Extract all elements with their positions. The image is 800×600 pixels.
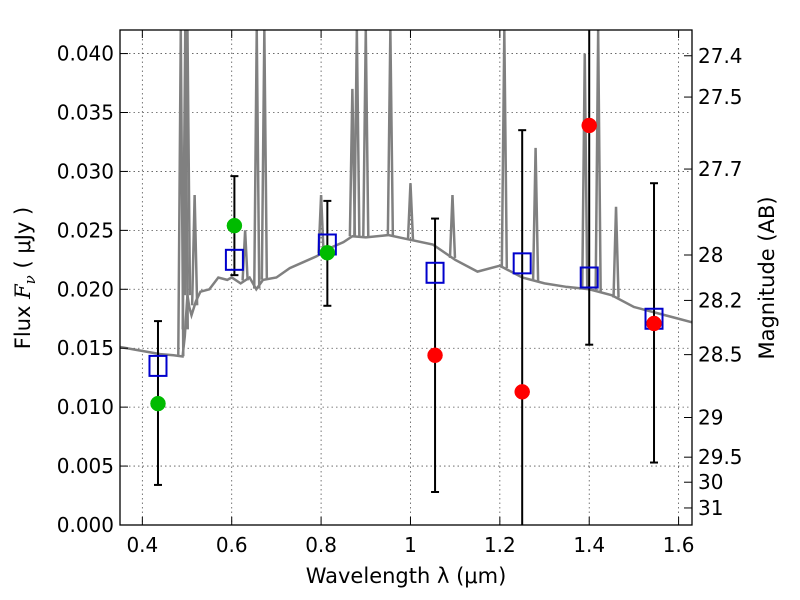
emission-line: [612, 206, 620, 298]
y2-tick-label: 28: [698, 243, 723, 267]
filled-circle-marker: [319, 245, 336, 261]
y-axis-label-prefix: Flux: [11, 299, 35, 349]
y-tick-label: 0.035: [57, 101, 114, 125]
filled-circle-marker: [150, 395, 166, 412]
y-tick-label: 0.040: [57, 42, 114, 66]
filled-circle-marker: [581, 117, 597, 134]
x-tick-label: 1: [404, 533, 417, 557]
emission-line: [448, 194, 457, 259]
emission-line: [406, 183, 415, 240]
open-square-marker: [224, 248, 244, 271]
y-tick-label: 0.000: [57, 513, 114, 537]
x-tick-label: 1.2: [484, 533, 516, 557]
y-tick-label: 0.010: [57, 395, 114, 419]
open-square-marker: [425, 261, 445, 284]
y-tick-label: 0.025: [57, 218, 114, 242]
y-tick-label: 0.015: [57, 336, 114, 360]
y2-tick-label: 27.7: [698, 157, 743, 181]
y-axis-label-unit: ( μJy ): [11, 207, 35, 275]
filled-circle-marker: [514, 384, 530, 400]
y2-tick-label: 29: [698, 406, 723, 430]
x-tick-label: 1.6: [663, 533, 695, 557]
tick-labels: 0.4 0.6 0.8 1 1.2 1.4 1.6 0.000 0.005 0.010 0.015 0…: [57, 42, 743, 557]
filled-circle-marker: [646, 315, 662, 332]
plot-frame: [119, 29, 693, 526]
emission-line: [581, 53, 589, 289]
axis-ticks: [120, 30, 692, 526]
y2-tick-label: 31: [698, 496, 723, 520]
y2-tick-label: 27.5: [698, 85, 743, 109]
open-square-marker: [148, 354, 168, 377]
y-axis-label: Flux Fν ( μJy ): [11, 207, 39, 349]
x-tick-label: 0.6: [216, 533, 248, 557]
open-square-marker: [579, 266, 599, 289]
y2-tick-label: 28.2: [698, 288, 743, 312]
y2-tick-label: 29.5: [698, 445, 743, 469]
y-tick-label: 0.020: [57, 277, 114, 301]
y-tick-label: 0.005: [57, 454, 114, 478]
data-markers: [148, 117, 664, 412]
y-axis-label-symbol: F: [11, 283, 35, 300]
filled-circle-marker: [226, 217, 243, 234]
emission-line: [190, 194, 199, 306]
open-square-marker: [512, 252, 532, 275]
x-tick-label: 0.4: [126, 533, 158, 557]
plot-background: [120, 30, 692, 525]
x-axis-label: Wavelength λ (μm): [306, 564, 507, 588]
y2-tick-label: 27.4: [698, 44, 743, 68]
filled-circle-marker: [427, 347, 443, 364]
y2-axis-label: Magnitude (AB): [755, 196, 779, 359]
y2-tick-label: 28.5: [698, 343, 743, 367]
x-tick-label: 0.8: [305, 533, 337, 557]
emission-line: [531, 147, 540, 282]
y-axis-label-subscript: ν: [21, 275, 39, 284]
y2-tick-label: 30: [698, 470, 723, 494]
y-tick-label: 0.030: [57, 159, 114, 183]
x-tick-label: 1.4: [573, 533, 605, 557]
